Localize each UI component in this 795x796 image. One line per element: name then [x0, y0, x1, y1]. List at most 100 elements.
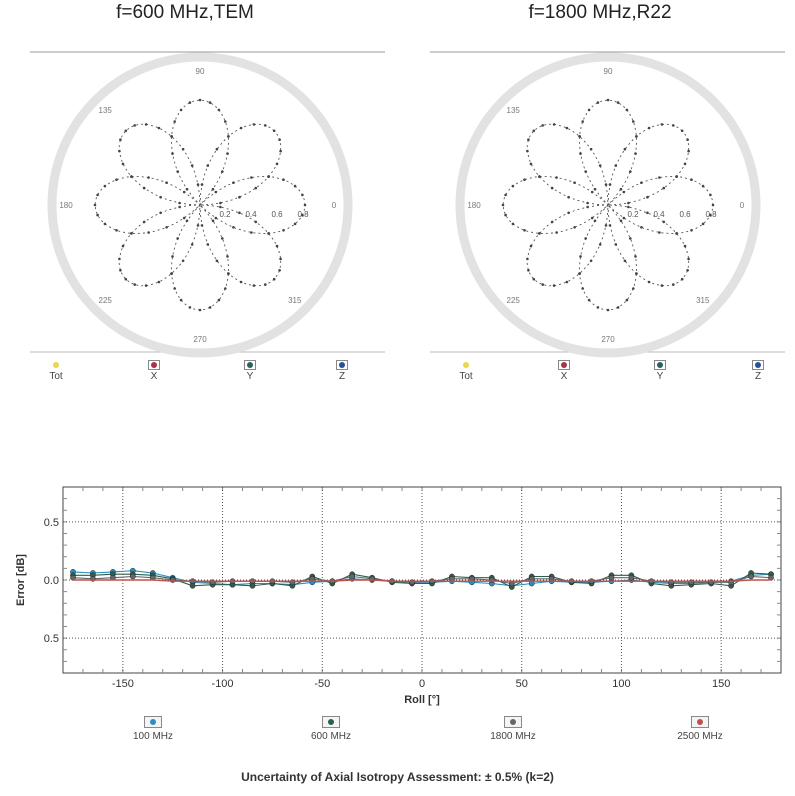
polar-point: [675, 232, 678, 235]
series-point-2: [628, 574, 635, 581]
polar-point: [579, 152, 582, 155]
polar-point: [632, 287, 635, 290]
polar-point: [578, 272, 581, 275]
legend-label: 2500 MHz: [677, 731, 723, 742]
polar-point: [103, 222, 107, 226]
polar-legend-item-z[interactable]: Z: [738, 360, 778, 382]
polar-point: [646, 211, 649, 215]
polar-point: [619, 187, 623, 191]
polar-point: [658, 231, 661, 234]
polar-point: [587, 298, 591, 302]
polar-curve-0: [94, 99, 306, 311]
polar-point: [584, 170, 587, 173]
polar-point: [214, 190, 218, 194]
legend-marker-icon: [244, 360, 256, 370]
polar-point: [596, 306, 600, 309]
polar-point: [523, 178, 526, 181]
polar-point: [211, 219, 215, 223]
polar-point: [96, 193, 99, 197]
legend-marker-icon: [558, 360, 570, 370]
x-tick-label: 100: [612, 678, 630, 690]
series-point-2: [349, 573, 356, 580]
frequency-legend-item[interactable]: 1800 MHz: [468, 716, 558, 742]
polar-point: [579, 255, 582, 258]
polar-legend-item-y[interactable]: Y: [230, 360, 270, 382]
polar-point: [279, 149, 282, 153]
polar-point: [188, 101, 192, 104]
frequency-legend-item[interactable]: 2500 MHz: [655, 716, 745, 742]
polar-angle-label: 90: [604, 67, 613, 76]
polar-point: [198, 98, 202, 102]
series-point-2: [209, 579, 216, 586]
polar-legend-item-tot[interactable]: Tot: [36, 360, 76, 382]
polar-point: [171, 152, 174, 155]
polar-point: [227, 272, 230, 275]
polar-point: [165, 181, 168, 184]
polar-point: [596, 101, 600, 104]
polar-point: [267, 175, 270, 178]
legend-label: Tot: [49, 371, 63, 382]
polar-angle-label: 90: [196, 67, 205, 76]
legend-marker-icon: [286, 716, 376, 731]
legend-marker-icon: [148, 360, 160, 370]
polar-legend-item-x[interactable]: X: [544, 360, 584, 382]
polar-legend-item-tot[interactable]: Tot: [446, 360, 486, 382]
polar-point: [133, 124, 136, 127]
polar-point: [215, 259, 219, 263]
polar-point: [215, 147, 219, 151]
polar-point: [144, 123, 148, 126]
polar-point: [523, 229, 526, 232]
polar-point: [170, 135, 173, 138]
polar-point: [93, 203, 97, 207]
polar-point: [606, 98, 610, 102]
polar-point: [627, 205, 630, 209]
polar-point: [198, 308, 202, 312]
polar-point: [598, 243, 602, 246]
polar-point: [147, 176, 150, 179]
polar-point: [250, 176, 253, 179]
polar-point: [226, 152, 229, 155]
polar-point: [532, 277, 536, 281]
series-point-2: [409, 579, 415, 586]
polar-radial-label: 0.4: [245, 210, 257, 219]
frequency-legend-item[interactable]: 100 MHz: [108, 716, 198, 742]
legend-label: 1800 MHz: [490, 731, 536, 742]
polar-legend-item-z[interactable]: Z: [322, 360, 362, 382]
polar-point: [567, 195, 570, 199]
polar-point: [504, 213, 507, 217]
series-line-1: [73, 572, 772, 588]
legend-label: Z: [338, 371, 346, 382]
polar-point: [511, 222, 515, 226]
polar-point: [629, 237, 632, 240]
polar-point: [157, 280, 161, 284]
frequency-legend-item[interactable]: 600 MHz: [286, 716, 376, 742]
polar-point: [208, 101, 212, 104]
polar-point: [303, 203, 307, 207]
polar-point: [275, 244, 279, 248]
polar-point: [173, 287, 176, 290]
x-tick-label: -50: [314, 678, 330, 690]
polar-point: [250, 231, 253, 234]
polar-title-1800: f=1800 MHz,R22: [528, 2, 672, 23]
polar-legend-item-y[interactable]: Y: [640, 360, 680, 382]
polar-point: [278, 269, 281, 272]
polar-point: [587, 108, 591, 112]
polar-legend-item-x[interactable]: X: [134, 360, 174, 382]
polar-point: [627, 201, 630, 205]
polar-point: [239, 280, 243, 284]
polar-point: [252, 123, 256, 126]
polar-point: [224, 120, 227, 123]
polar-point: [200, 224, 204, 227]
polar-point: [142, 220, 146, 224]
polar-point: [170, 272, 173, 275]
polar-point: [614, 243, 618, 246]
polar-point: [171, 255, 174, 258]
series-point-2: [608, 574, 615, 581]
polar-point: [640, 226, 643, 229]
polar-point: [608, 224, 612, 227]
legend-marker-icon: [460, 360, 472, 370]
polar-point: [173, 120, 176, 123]
polar-point: [586, 205, 589, 209]
polar-angle-label: 180: [467, 201, 481, 210]
polar-point: [647, 126, 651, 130]
